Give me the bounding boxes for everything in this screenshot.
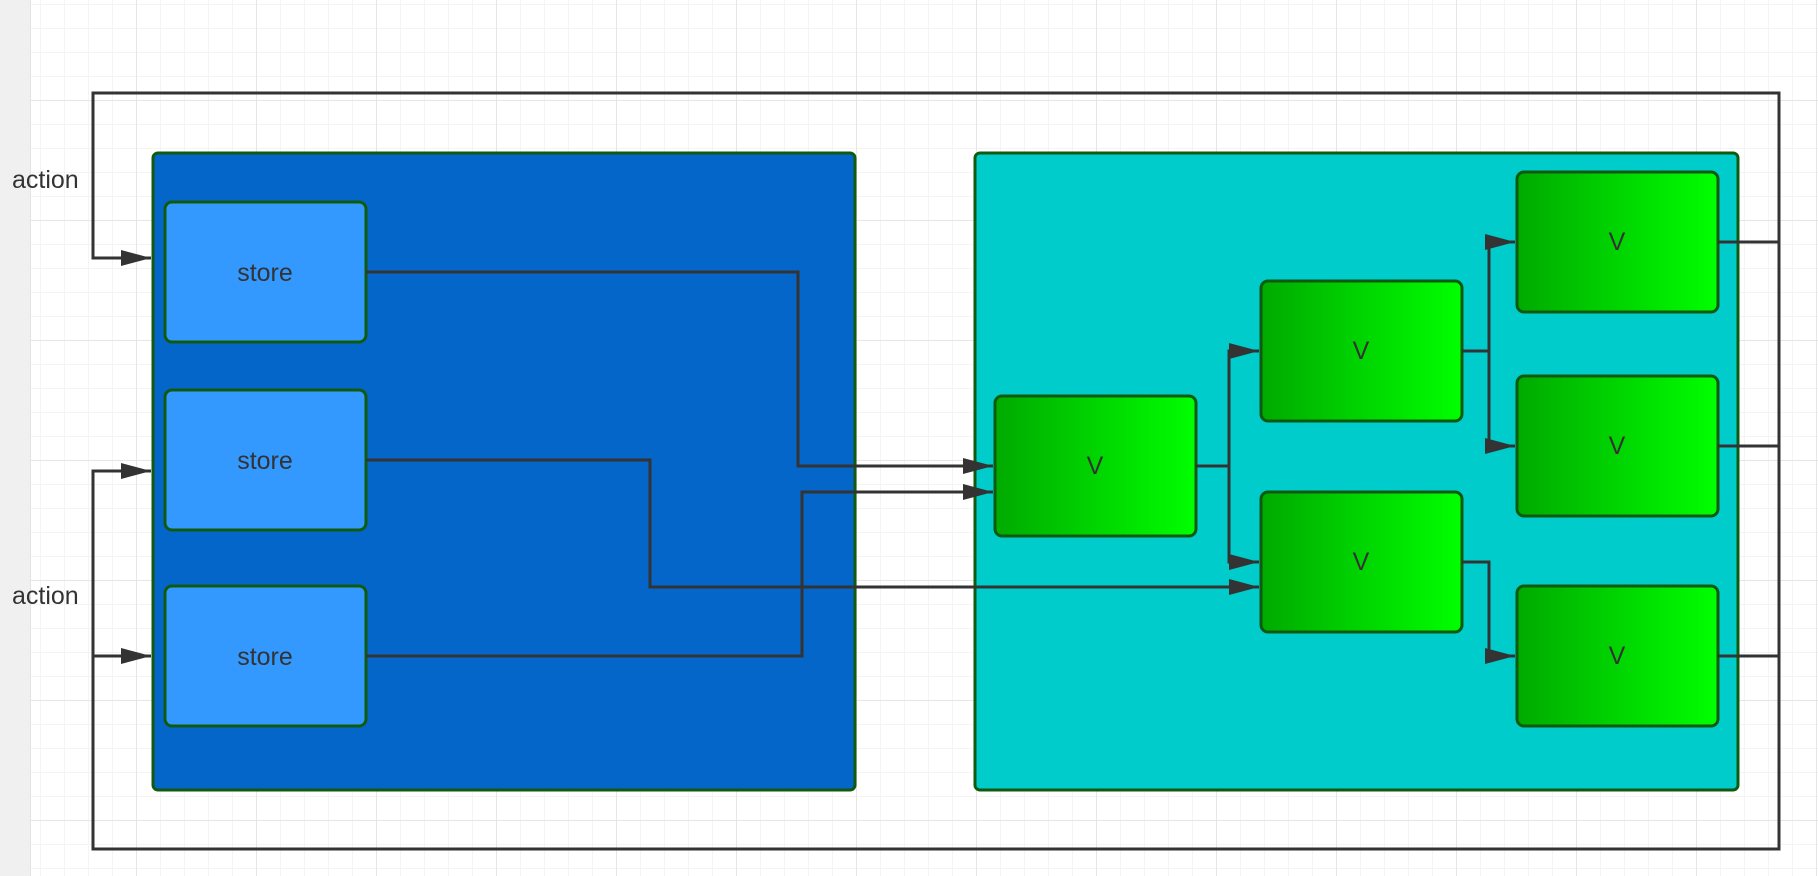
view-label: V: [1609, 642, 1626, 670]
feedback-line-bottom: [91, 242, 1781, 851]
store-label: store: [237, 447, 293, 475]
view-node[interactable]: V: [1515, 584, 1720, 728]
feedback-line-top: [91, 91, 1781, 266]
edge-store1-to-view: [366, 270, 993, 474]
view-label: V: [1353, 337, 1370, 365]
store-label: store: [237, 643, 293, 671]
view-node[interactable]: V: [1515, 170, 1720, 314]
view-node[interactable]: V: [1259, 490, 1464, 634]
store-node[interactable]: store: [163, 200, 368, 344]
edge-store2-to-view: [366, 458, 1259, 595]
view-label: V: [1087, 452, 1104, 480]
edge-to-leaf-1: [1485, 234, 1515, 351]
store-label: store: [237, 259, 293, 287]
edge-to-leaf-3: [1462, 560, 1515, 664]
view-label: V: [1609, 228, 1626, 256]
view-label: V: [1353, 548, 1370, 576]
canvas-gutter: [0, 0, 31, 876]
store-node[interactable]: store: [163, 584, 368, 728]
view-node[interactable]: V: [1515, 374, 1720, 518]
edge-to-view-top: [1227, 343, 1259, 466]
edges: [366, 234, 1779, 664]
edge-to-view-mid: [1227, 466, 1259, 570]
view-label: V: [1609, 432, 1626, 460]
store-node[interactable]: store: [163, 388, 368, 532]
edge-to-leaf-2: [1485, 351, 1515, 454]
edge-store3-to-view: [366, 484, 993, 658]
view-node[interactable]: V: [1259, 279, 1464, 423]
action-label-bottom: action: [12, 582, 79, 610]
action-label-top: action: [12, 166, 79, 194]
view-node[interactable]: V: [993, 394, 1198, 538]
feedback-loop: [91, 91, 1781, 851]
